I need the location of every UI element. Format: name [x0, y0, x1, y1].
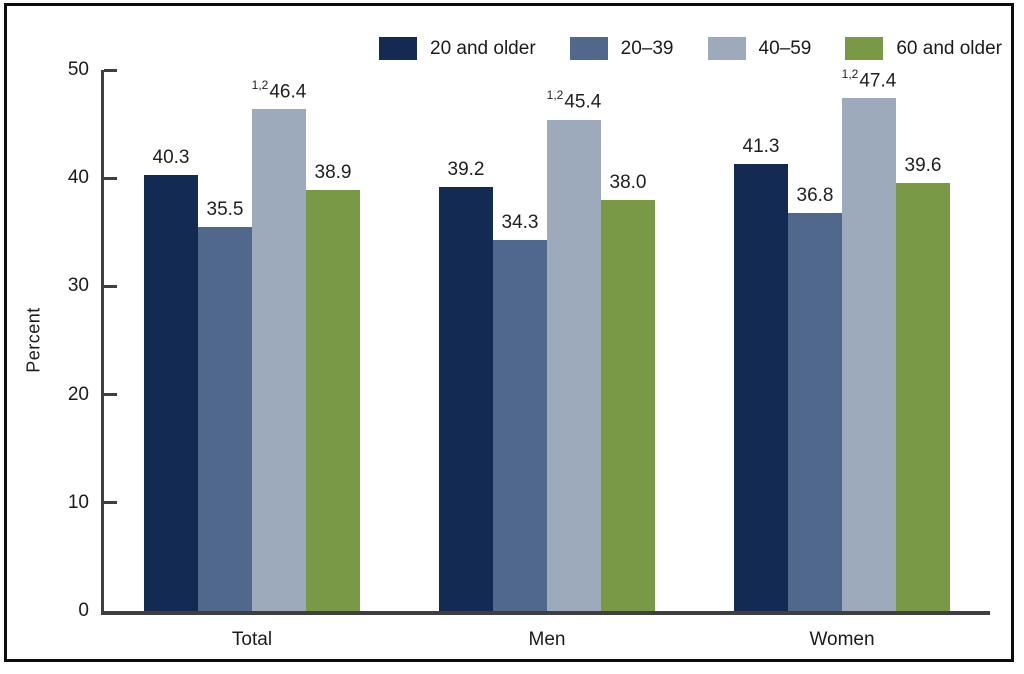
bar [788, 212, 842, 611]
y-tick-label: 0 [78, 600, 89, 621]
footnote-marker: 1,2 [251, 77, 269, 92]
y-axis-tick [104, 68, 117, 72]
legend-item: 60 and older [845, 37, 1002, 60]
bar [734, 164, 788, 611]
legend-item: 20 and older [379, 37, 536, 60]
bar-value-label: 35.5 [207, 199, 244, 221]
bar-value-text: 46.4 [269, 80, 307, 102]
legend-label: 60 and older [896, 37, 1002, 59]
bar [896, 182, 950, 611]
bar-value-text: 35.5 [206, 198, 244, 220]
bar-value-text: 36.8 [796, 184, 834, 206]
bar-value-text: 34.3 [501, 211, 539, 233]
bar-value-label: 39.6 [905, 155, 942, 177]
bar-value-text: 38.9 [314, 162, 352, 184]
y-tick-label: 50 [67, 59, 89, 80]
legend-swatch [845, 37, 884, 60]
bar-value-label: 40.3 [153, 147, 190, 169]
bar [198, 226, 252, 611]
footnote-marker: 1,2 [841, 66, 859, 81]
x-category-label: Women [809, 629, 875, 650]
bar-value-text: 39.6 [904, 154, 942, 176]
footnote-marker: 1,2 [546, 88, 564, 103]
bar-value-label: 36.8 [797, 185, 834, 207]
bar [144, 174, 198, 611]
bar-value-label: 41.3 [743, 136, 780, 158]
legend: 20 and older 20–39 40–59 60 and older [379, 37, 1002, 60]
bar-value-text: 39.2 [447, 158, 485, 180]
bar-value-label: 1,246.4 [251, 77, 307, 103]
bar-value-text: 45.4 [564, 91, 602, 113]
bar-value-label: 38.9 [315, 162, 352, 184]
bar-value-label: 39.2 [448, 159, 485, 181]
bar [842, 98, 896, 611]
legend-item: 40–59 [707, 37, 812, 60]
bar [547, 119, 601, 611]
y-tick-label: 20 [67, 383, 89, 405]
legend-swatch [379, 37, 417, 60]
bar-value-text: 47.4 [859, 70, 897, 92]
bar [439, 186, 493, 611]
legend-label: 20–39 [620, 37, 674, 59]
legend-swatch [707, 37, 746, 60]
y-tick-label: 10 [67, 491, 89, 513]
bar-value-text: 38.0 [609, 171, 647, 193]
y-axis-tick [104, 284, 117, 288]
legend-swatch [569, 37, 608, 60]
bar-value-label: 38.0 [610, 172, 647, 194]
bar-value-text: 40.3 [152, 146, 190, 168]
bar-value-label: 34.3 [502, 212, 539, 234]
legend-label: 20 and older [430, 37, 536, 59]
y-axis-tick [104, 501, 117, 505]
bar [306, 190, 360, 611]
bar-value-label: 1,247.4 [841, 66, 897, 92]
bar [252, 108, 306, 611]
bar [601, 199, 655, 611]
plot-area: 0 10 20 30 40 50 40.3 35.5 1,246.4 38.9 Total 39.2 3… [68, 59, 990, 650]
y-tick-label: 30 [67, 275, 89, 297]
x-category-label: Men [528, 629, 566, 650]
y-axis-tick [104, 393, 117, 397]
legend-item: 20–39 [569, 37, 674, 60]
bar [493, 239, 547, 611]
bar-value-text: 41.3 [742, 136, 780, 158]
y-axis-title: Percent [23, 307, 44, 373]
y-tick-label: 40 [67, 167, 89, 189]
y-axis-tick [104, 176, 117, 180]
bar-value-label: 1,245.4 [546, 88, 602, 113]
legend-label: 40–59 [758, 37, 812, 59]
x-category-label: Total [231, 629, 273, 650]
